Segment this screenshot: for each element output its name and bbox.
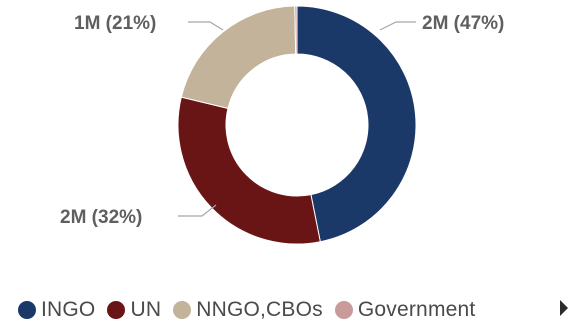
data-label-nngo: 1M (21%)	[74, 13, 156, 34]
slice-government[interactable]	[294, 5, 298, 55]
legend-label-nngo-cbos: NNGO,CBOs	[196, 298, 323, 321]
legend-marker-ingo	[18, 301, 36, 319]
data-label-ingo: 2M (47%)	[422, 13, 504, 34]
legend-label-ingo: INGO	[41, 298, 96, 321]
legend-marker-un	[107, 301, 126, 319]
slice-ingo[interactable]	[296, 5, 417, 243]
legend-item-ingo[interactable]: INGO	[18, 298, 95, 322]
legend-item-government[interactable]: Government	[334, 298, 476, 322]
leader-line-ingo	[379, 21, 416, 31]
legend-label-un: UN	[130, 298, 162, 321]
data-label-un: 2M (32%)	[60, 207, 142, 228]
slice-nngo-cbos[interactable]	[180, 5, 297, 109]
leader-line-un	[178, 204, 217, 217]
donut-slices	[177, 5, 417, 245]
slice-un[interactable]	[177, 96, 321, 245]
legend-item-un[interactable]: UN	[107, 298, 161, 322]
leader-line-nngo	[188, 21, 224, 31]
legend-label-government: Government	[357, 298, 476, 321]
legend-next-page-icon[interactable]	[560, 300, 568, 316]
leader-lines	[178, 21, 416, 217]
legend-marker-nngo-cbos	[173, 301, 192, 319]
data-labels: 2M (47%) 2M (32%) 1M (21%)	[60, 13, 504, 228]
legend-marker-government	[334, 301, 353, 319]
chart-legend: INGO UN NNGO,CBOs Government	[18, 296, 475, 324]
legend-item-nngo-cbos[interactable]: NNGO,CBOs	[173, 298, 323, 322]
